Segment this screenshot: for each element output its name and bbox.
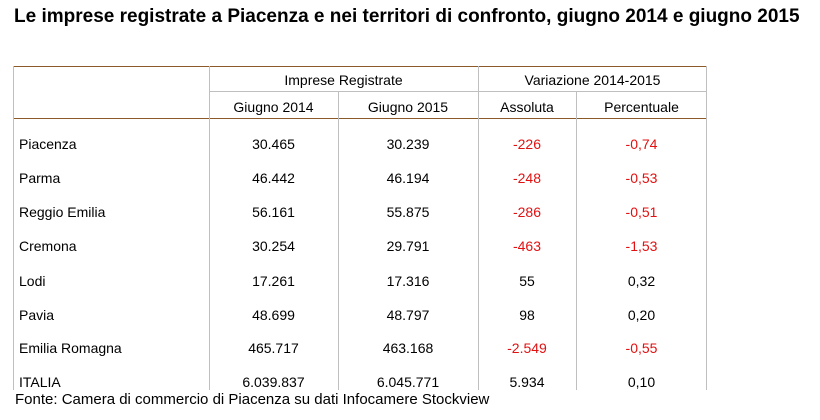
column-divider (478, 66, 479, 390)
cell-percentuale: -0,51 (625, 204, 658, 220)
cell-percentuale: 0,20 (627, 307, 656, 323)
header-group-divider (209, 91, 707, 92)
cell-territory: Parma (19, 170, 61, 186)
cell-assoluta: -286 (512, 204, 542, 220)
cell-assoluta: -226 (512, 136, 542, 152)
cell-giugno-2014: 465.717 (248, 340, 299, 356)
cell-giugno-2014: 6.039.837 (242, 374, 305, 390)
cell-territory: Cremona (19, 238, 77, 254)
cell-percentuale: -0,53 (625, 170, 658, 186)
table-left-border (13, 66, 14, 390)
cell-giugno-2014: 56.161 (252, 204, 295, 220)
cell-giugno-2014: 48.699 (252, 307, 295, 323)
cell-territory: Lodi (19, 273, 46, 289)
cell-giugno-2014: 30.465 (252, 136, 295, 152)
cell-assoluta: -2.549 (507, 340, 547, 356)
cell-giugno-2014: 17.261 (252, 273, 295, 289)
column-divider (209, 66, 210, 390)
cell-giugno-2015: 29.791 (386, 238, 430, 254)
cell-giugno-2015: 46.194 (386, 170, 430, 186)
cell-territory: ITALIA (19, 374, 61, 390)
cell-percentuale: 0,32 (627, 273, 656, 289)
cell-assoluta: 55 (519, 273, 535, 289)
cell-giugno-2015: 17.316 (386, 273, 430, 289)
source-note: Fonte: Camera di commercio di Piacenza s… (15, 391, 490, 408)
cell-giugno-2015: 48.797 (386, 307, 430, 323)
cell-giugno-2015: 55.875 (386, 204, 430, 220)
column-divider (338, 92, 339, 390)
cell-giugno-2015: 6.045.771 (376, 374, 440, 390)
header-imprese-registrate: Imprese Registrate (284, 72, 403, 88)
header-giugno-2014: Giugno 2014 (233, 99, 314, 115)
cell-percentuale: -0,74 (625, 136, 658, 152)
table-right-border (706, 66, 707, 390)
page-title: Le imprese registrate a Piacenza e nei t… (14, 6, 800, 27)
cell-territory: Reggio Emilia (19, 204, 106, 220)
cell-assoluta: -463 (512, 238, 542, 254)
cell-percentuale: 0,10 (627, 374, 656, 390)
header-giugno-2015: Giugno 2015 (367, 99, 449, 115)
cell-giugno-2014: 46.442 (252, 170, 295, 186)
data-table: Imprese Registrate Variazione 2014-2015 … (13, 66, 707, 390)
header-percentuale: Percentuale (604, 99, 679, 115)
cell-assoluta: -248 (512, 170, 542, 186)
column-divider (576, 92, 577, 390)
cell-giugno-2015: 463.168 (382, 340, 434, 356)
cell-assoluta: 98 (519, 307, 535, 323)
cell-territory: Emilia Romagna (19, 340, 122, 356)
header-bottom-rule (13, 118, 707, 119)
header-variazione: Variazione 2014-2015 (524, 72, 661, 88)
cell-percentuale: -0,55 (625, 340, 658, 356)
table-top-rule (13, 66, 707, 67)
cell-giugno-2014: 30.254 (252, 238, 295, 254)
cell-territory: Pavia (19, 307, 55, 323)
header-assoluta: Assoluta (500, 99, 554, 115)
cell-giugno-2015: 30.239 (386, 136, 430, 152)
cell-assoluta: 5.934 (509, 374, 545, 390)
cell-territory: Piacenza (19, 136, 77, 152)
cell-percentuale: -1,53 (625, 238, 658, 254)
